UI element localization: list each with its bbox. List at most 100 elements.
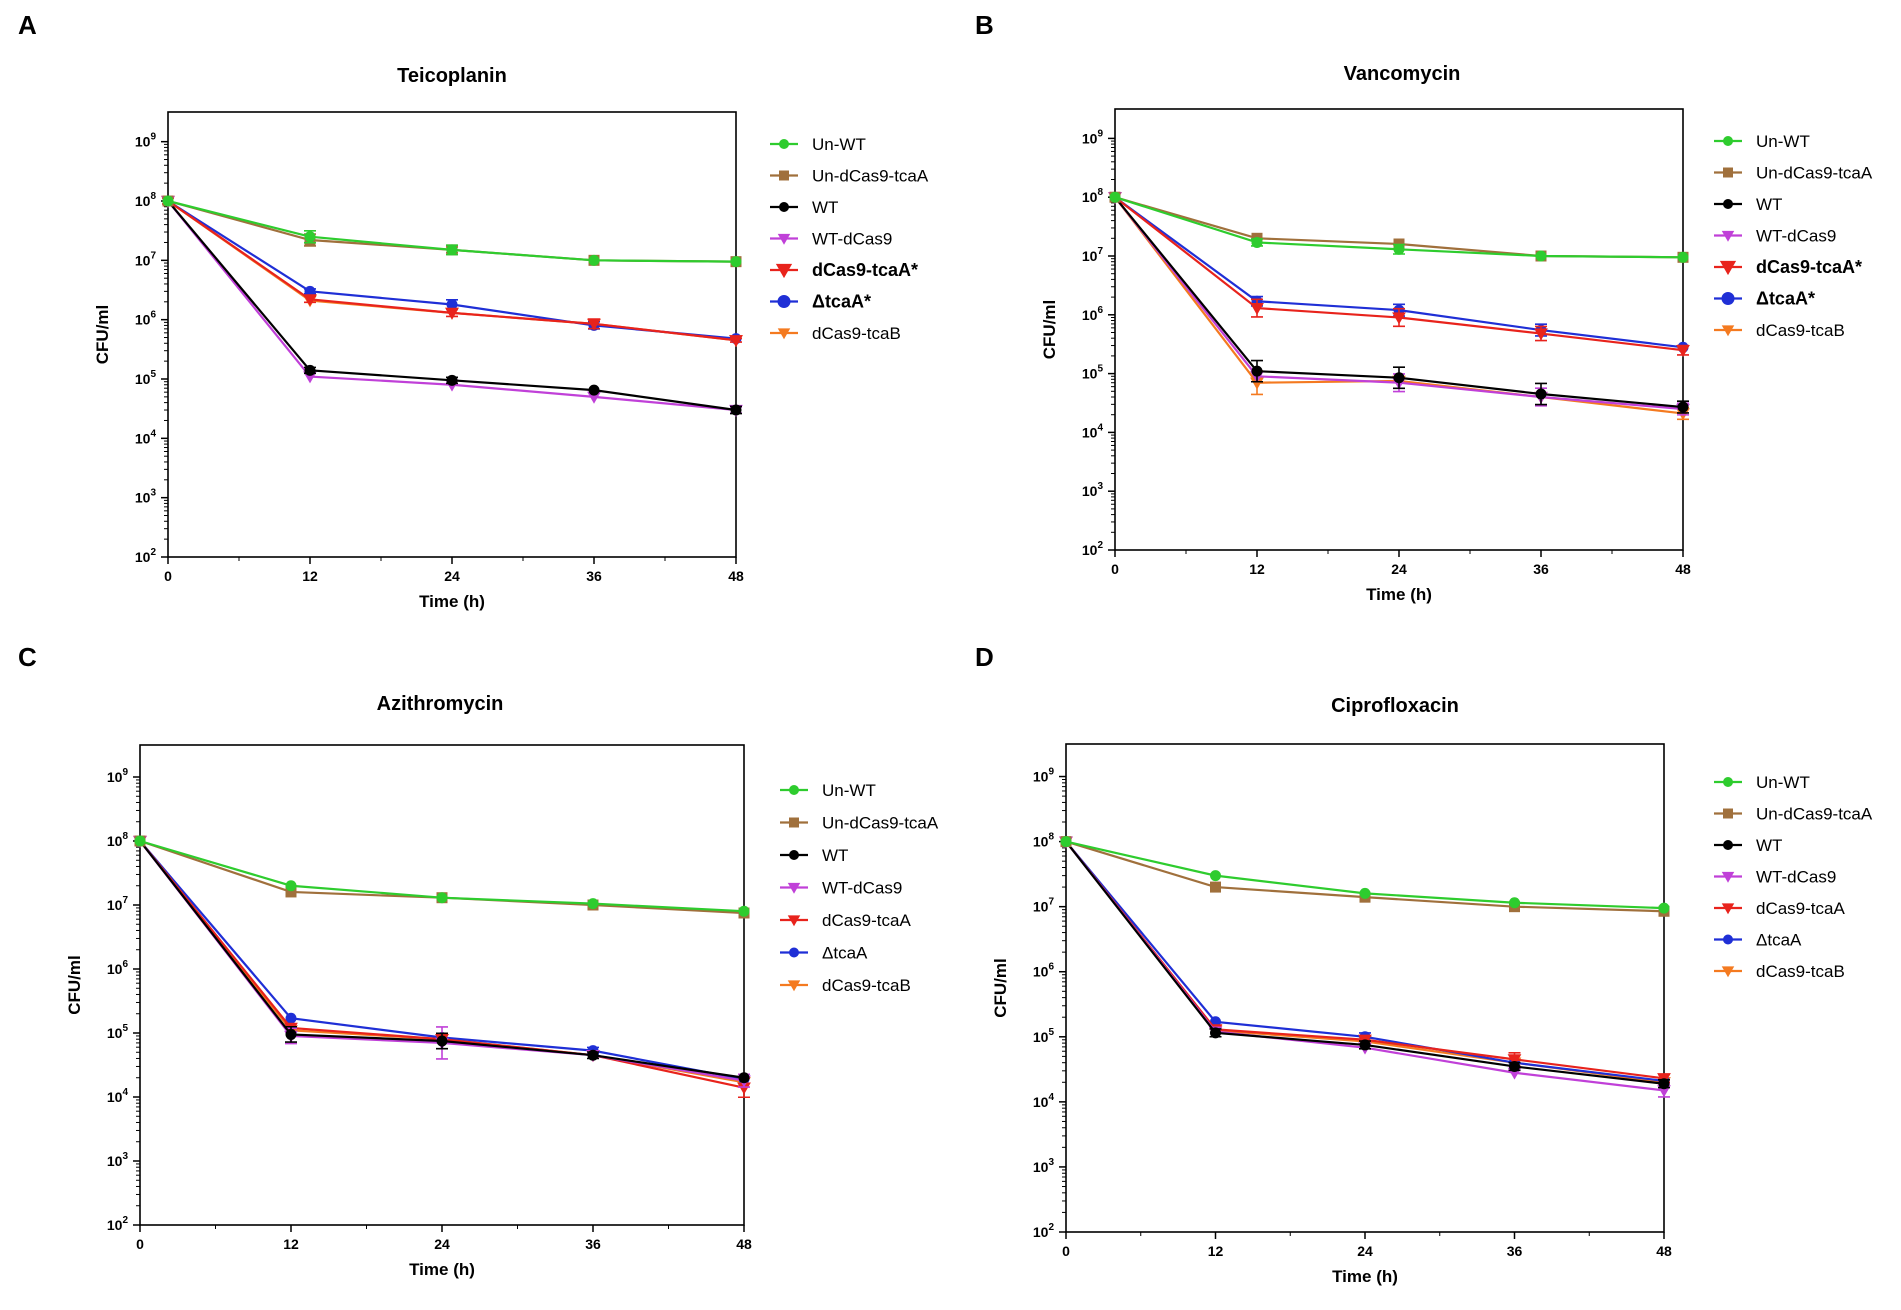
x-tick-label: 12 (1249, 561, 1265, 577)
legend-label: ΔtcaA* (812, 292, 871, 312)
legend-label: dCas9-tcaB (1756, 962, 1845, 981)
y-tick-label: 109 (107, 767, 129, 785)
chart-title: Vancomycin (1344, 63, 1461, 85)
x-axis-label: Time (h) (1366, 585, 1432, 604)
legend-marker (787, 915, 801, 927)
series-line (1114, 196, 1684, 352)
data-point (1509, 1060, 1520, 1072)
x-tick-label: 24 (444, 568, 460, 584)
legend-label: WT-dCas9 (822, 879, 902, 898)
legend-item-delta-tcaa-star: ΔtcaA* (770, 292, 871, 312)
data-point (729, 335, 743, 348)
y-tick-label: 105 (135, 369, 157, 387)
series-delta-tcaa-star (162, 195, 742, 345)
legend-marker (787, 882, 801, 894)
x-tick-label: 0 (164, 568, 172, 584)
data-point (1507, 1054, 1522, 1067)
data-point (588, 254, 600, 266)
y-tick-label: 104 (1033, 1092, 1055, 1110)
legend-label: dCas9-tcaB (1756, 321, 1845, 340)
legend-item-wt-dcas9: WT-dCas9 (1714, 868, 1836, 887)
data-point (285, 1012, 297, 1024)
data-point (285, 880, 297, 892)
legend-marker (1721, 325, 1735, 337)
series-un-wt (1060, 836, 1670, 914)
data-point (304, 364, 316, 376)
legend-item-delta-tcaa: ΔtcaA (1714, 931, 1802, 950)
data-point (587, 391, 601, 404)
plot-frame (1114, 108, 1684, 551)
series-wt (1109, 191, 1689, 414)
legend-label: WT (822, 846, 848, 865)
y-tick-label: 106 (135, 310, 157, 328)
data-point (1534, 328, 1548, 341)
y-axis-label: CFU/ml (65, 955, 84, 1015)
legend-item-wt: WT (1714, 836, 1782, 855)
data-point (1251, 236, 1263, 248)
legend-marker (777, 295, 791, 308)
data-point (1509, 897, 1520, 909)
legend-marker (779, 202, 789, 212)
legend-item-dcas9-tcab: dCas9-tcaB (1714, 321, 1845, 340)
legend-marker (777, 328, 791, 340)
data-point (1658, 902, 1670, 914)
y-tick-label: 108 (135, 191, 157, 209)
legend-label: dCas9-tcaA* (1756, 257, 1862, 277)
legend-item-wt: WT (780, 846, 848, 865)
data-point (1359, 1039, 1371, 1051)
data-point (1677, 401, 1689, 413)
y-axis-label: CFU/ml (93, 305, 112, 365)
data-point (1109, 191, 1121, 203)
data-point (1210, 870, 1221, 882)
legend: Un-WT Un-dCas9-tcaA WT WT-dCas9 dCas9-tcaA* Δ… (1714, 132, 1873, 340)
data-point (587, 1049, 599, 1061)
x-tick-label: 24 (1357, 1243, 1373, 1259)
series-delta-tcaa-star (1109, 191, 1689, 353)
legend-label: WT (1756, 195, 1782, 214)
y-tick-label: 103 (1082, 481, 1104, 499)
series-un-wt (134, 835, 750, 917)
x-tick-label: 0 (136, 1236, 144, 1252)
legend-marker (1721, 230, 1735, 242)
legend-item-wt: WT (770, 198, 838, 217)
data-point (446, 244, 458, 256)
data-point (587, 318, 601, 331)
y-tick-label: 102 (1082, 540, 1104, 558)
y-tick-label: 108 (1082, 187, 1104, 205)
legend-label: Un-WT (822, 781, 876, 800)
panel-letter: A (18, 10, 37, 40)
series-wt-dcas9 (1059, 836, 1671, 1098)
x-tick-label: 48 (736, 1236, 752, 1252)
data-point (1393, 243, 1405, 255)
y-tick-label: 104 (107, 1087, 129, 1105)
legend-marker (775, 263, 793, 279)
x-tick-label: 48 (728, 568, 744, 584)
data-point (1359, 887, 1371, 899)
data-point (285, 886, 297, 898)
legend-label: ΔtcaA (1756, 931, 1802, 950)
legend-item-un-dcas9-tcaa: Un-dCas9-tcaA (780, 814, 939, 833)
x-tick-label: 36 (586, 568, 602, 584)
legend-item-wt-dcas9: WT-dCas9 (1714, 227, 1836, 246)
data-point (1393, 372, 1405, 384)
x-axis-label: Time (h) (419, 592, 485, 611)
legend-marker (1723, 840, 1733, 850)
legend-label: WT-dCas9 (1756, 227, 1836, 246)
legend-item-dcas9-tcaa: dCas9-tcaA (1714, 899, 1845, 918)
legend-item-dcas9-tcab: dCas9-tcaB (1714, 962, 1845, 981)
y-tick-label: 106 (107, 959, 129, 977)
legend: Un-WT Un-dCas9-tcaA WT WT-dCas9 dCas9-tcaA Δt… (780, 781, 939, 995)
data-point (738, 905, 750, 917)
series-dcas9-tcaa-star (161, 195, 743, 348)
x-tick-label: 12 (1208, 1243, 1224, 1259)
legend-label: Un-dCas9-tcaA (1756, 805, 1873, 824)
data-point (1250, 302, 1264, 315)
legend-item-dcas9-tcab: dCas9-tcaB (780, 976, 911, 995)
data-point (436, 892, 448, 904)
legend-item-delta-tcaa-star: ΔtcaA* (1714, 289, 1815, 309)
legend-marker (1723, 808, 1733, 819)
x-tick-label: 48 (1675, 561, 1691, 577)
y-tick-label: 105 (1033, 1027, 1055, 1045)
legend-label: Un-WT (1756, 773, 1810, 792)
